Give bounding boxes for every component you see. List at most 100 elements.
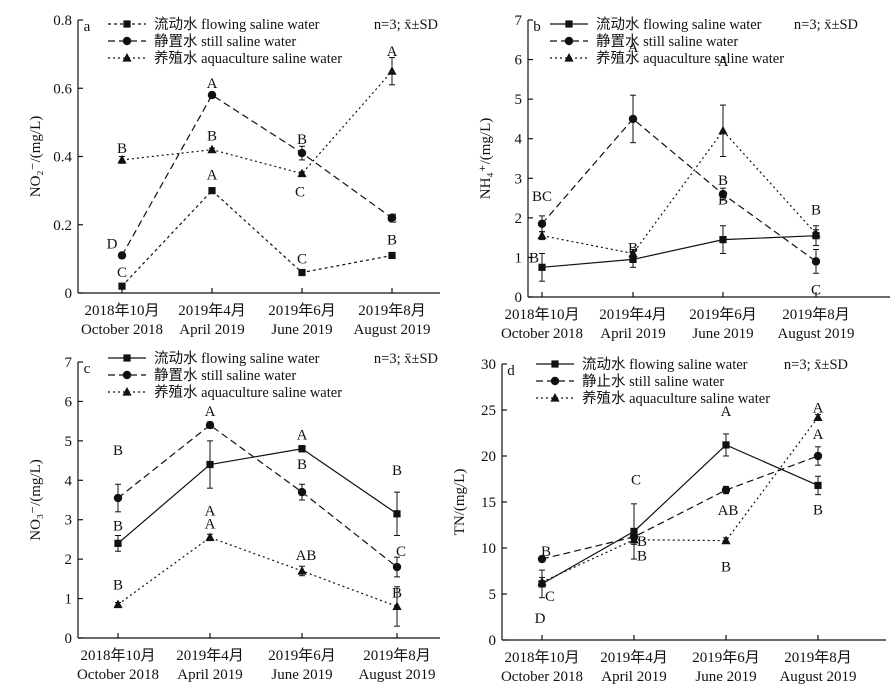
- panel-letter: a: [84, 19, 91, 35]
- sample-note: n=3; x̄±SD: [794, 17, 858, 33]
- data-point: [118, 282, 126, 290]
- y-tick-label: 0.4: [53, 150, 72, 166]
- sample-note: n=3; x̄±SD: [374, 17, 438, 33]
- data-point: [719, 236, 727, 244]
- significance-label: C: [387, 211, 397, 227]
- y-tick-label: 0: [65, 286, 73, 302]
- series-line: [121, 70, 393, 175]
- significance-label: A: [207, 168, 218, 184]
- data-point: [811, 228, 821, 238]
- data-point: [629, 534, 639, 544]
- data-point: [298, 268, 306, 277]
- data-point: [630, 527, 638, 536]
- data-point: [388, 251, 396, 260]
- significance-label: AB: [718, 503, 739, 519]
- x-tick-label-cn: 2019年8月: [784, 649, 852, 666]
- series-line: [117, 448, 398, 544]
- panel-c: 0 1 2 3 4 5 6 7 2018年10月 October 2018 2019年4月 April…: [28, 350, 440, 683]
- panel-a: 0 0.2 0.4 0.6 0.8 2018年10月 October 2018 2019年4月…: [28, 13, 440, 338]
- data-point: [113, 599, 123, 609]
- significance-label: B: [297, 132, 307, 148]
- y-tick-label: 6: [515, 53, 523, 69]
- panel-d: 0 5 10 15 20 25 30 2018年10月 October 2018 2019年4月 A…: [452, 356, 886, 685]
- legend-marker: [122, 36, 132, 46]
- series-line: [117, 424, 398, 568]
- significance-label: B: [392, 463, 402, 479]
- legend-label: 养殖水 aquaculture saline water: [154, 384, 342, 401]
- significance-label: A: [721, 404, 732, 420]
- significance-label: BC: [532, 189, 552, 205]
- x-tick-label-en: August 2019: [353, 322, 430, 338]
- series-line: [541, 417, 819, 583]
- y-tick-label: 1: [515, 250, 523, 266]
- significance-label: B: [811, 203, 821, 219]
- x-tick-label-en: October 2018: [501, 669, 583, 685]
- x-tick-label-cn: 2018年10月: [504, 306, 579, 323]
- y-axis-label: NH₄⁺/(mg/L): [478, 118, 494, 199]
- legend-label: 静置水 still saline water: [154, 33, 296, 50]
- legend-label: 养殖水 aquaculture saline water: [596, 50, 784, 67]
- y-tick-label: 2: [65, 552, 73, 568]
- x-tick-label-en: April 2019: [600, 326, 665, 342]
- x-tick-label-en: August 2019: [779, 669, 856, 685]
- significance-label: B: [718, 193, 728, 209]
- y-tick-label: 15: [481, 495, 496, 511]
- y-tick-label: 7: [65, 355, 73, 371]
- x-tick-label-en: April 2019: [601, 669, 666, 685]
- significance-label: B: [718, 173, 728, 189]
- y-axis-label: NO₂⁻/(mg/L): [28, 116, 44, 197]
- x-tick-label-cn: 2019年4月: [176, 647, 244, 664]
- data-point: [207, 90, 217, 100]
- y-tick-label: 5: [515, 92, 523, 108]
- significance-label: B: [721, 560, 731, 576]
- legend-marker: [122, 387, 132, 396]
- x-tick-label-en: June 2019: [692, 326, 753, 342]
- data-point: [718, 125, 728, 135]
- x-tick-label-en: August 2019: [777, 326, 854, 342]
- y-tick-label: 5: [489, 587, 497, 603]
- panel-b: 0 1 2 3 4 5 6 7 2018年10月 October 2018 2019年4月 April…: [478, 13, 890, 342]
- panel-letter: b: [533, 19, 541, 35]
- y-tick-label: 10: [481, 541, 496, 557]
- legend-marker: [564, 53, 574, 62]
- y-tick-label: 3: [515, 171, 523, 187]
- x-tick-label-cn: 2019年4月: [600, 649, 668, 666]
- significance-label: AB: [296, 548, 317, 564]
- legend-marker: [123, 354, 131, 362]
- y-tick-label: 25: [481, 403, 496, 419]
- series-line: [541, 118, 817, 262]
- data-point: [392, 601, 402, 611]
- x-tick-label-cn: 2019年8月: [358, 302, 426, 319]
- data-point: [629, 255, 637, 264]
- data-point: [537, 577, 547, 586]
- y-axis-label: TN/(mg/L): [452, 469, 468, 536]
- legend-marker: [123, 20, 131, 28]
- legend-label: 静置水 still saline water: [154, 367, 296, 384]
- series-line: [117, 536, 398, 608]
- significance-label: A: [813, 400, 824, 416]
- data-point: [205, 420, 215, 430]
- x-tick-label-en: April 2019: [179, 322, 244, 338]
- x-tick-label-cn: 2019年6月: [268, 302, 336, 319]
- legend-marker: [551, 360, 559, 368]
- legend-marker: [550, 376, 560, 386]
- significance-label: A: [387, 44, 398, 60]
- data-point: [113, 493, 123, 503]
- data-point: [208, 187, 216, 195]
- significance-label: C: [545, 589, 555, 605]
- y-tick-label: 4: [515, 132, 523, 148]
- data-point: [392, 562, 402, 572]
- x-tick-label-en: October 2018: [77, 667, 159, 683]
- data-point: [207, 144, 217, 154]
- legend-label: 流动水 flowing saline water: [154, 16, 320, 33]
- y-tick-label: 2: [515, 211, 523, 227]
- data-point: [205, 532, 215, 542]
- y-tick-label: 30: [481, 357, 496, 373]
- significance-label: A: [207, 76, 218, 92]
